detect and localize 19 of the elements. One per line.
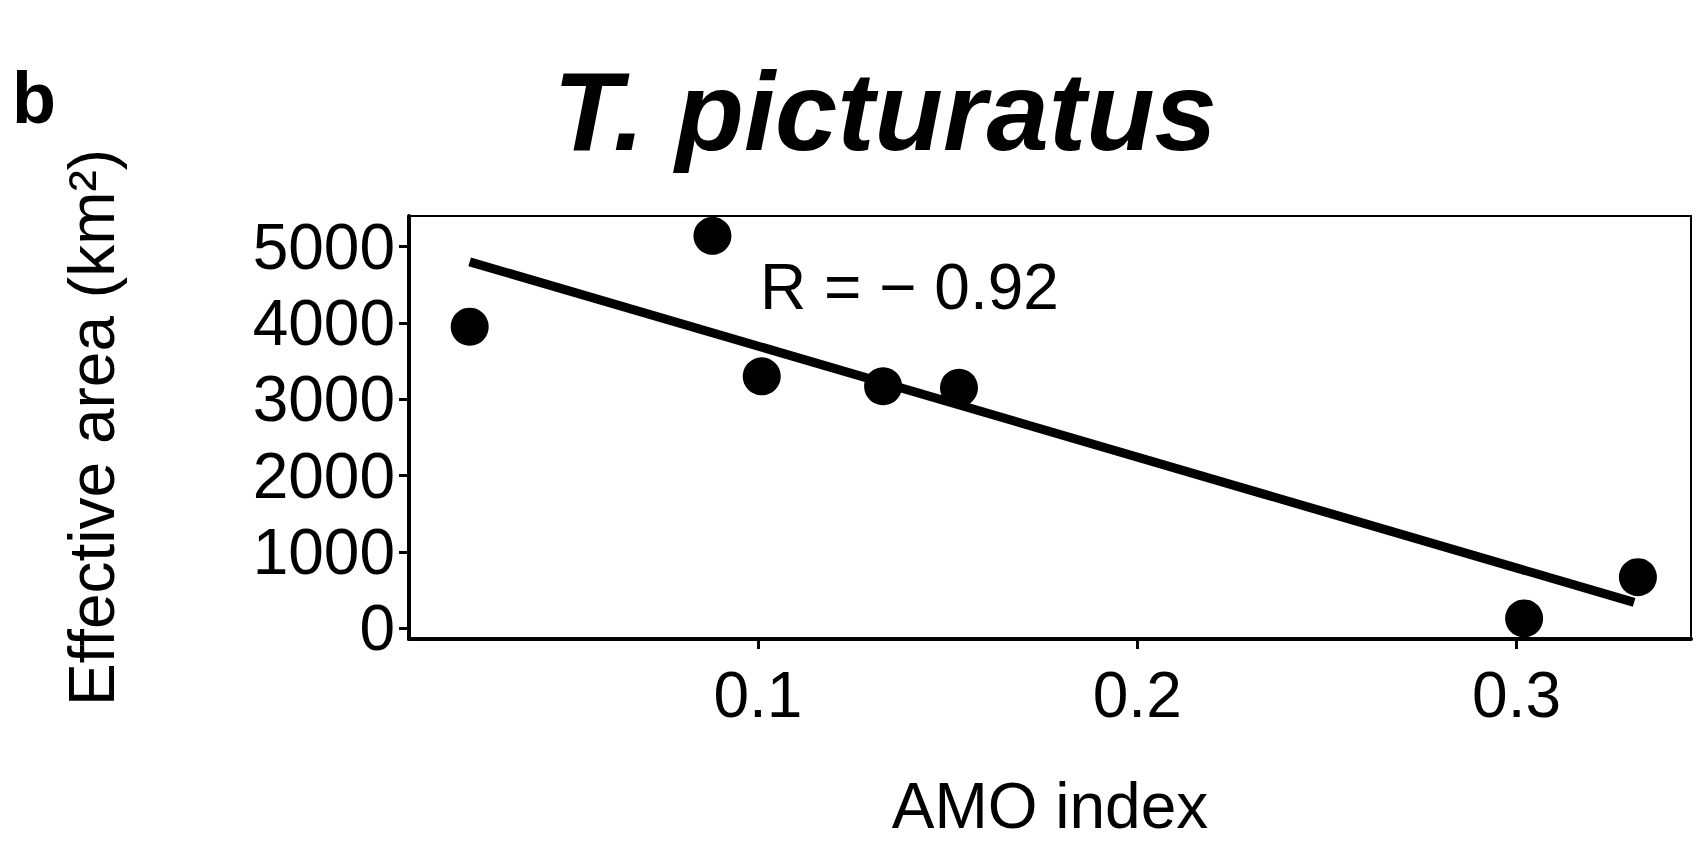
- point: [742, 357, 781, 396]
- point: [693, 216, 732, 255]
- x-tick-label: 0.3: [1472, 659, 1562, 731]
- y-tick-label: 5000: [252, 210, 395, 283]
- point: [1618, 558, 1657, 597]
- y-axis-title: Effective area (km²): [56, 148, 128, 707]
- y-tick-label: 3000: [252, 363, 395, 436]
- text: b: [12, 58, 56, 138]
- x-axis-title: AMO index: [891, 770, 1209, 842]
- x-tick-label: 0.1: [713, 659, 803, 731]
- y-tick-label: 0: [359, 592, 395, 665]
- y-tick-label: 4000: [252, 286, 395, 359]
- y-tick-label: 1000: [252, 515, 395, 588]
- point: [450, 307, 489, 346]
- chart-title: T. picturatus: [553, 48, 1217, 174]
- annotation: R = − 0.92: [760, 251, 1059, 323]
- y-tick-label: 2000: [252, 439, 395, 512]
- point: [1505, 599, 1544, 638]
- x-tick-label: 0.2: [1092, 659, 1182, 731]
